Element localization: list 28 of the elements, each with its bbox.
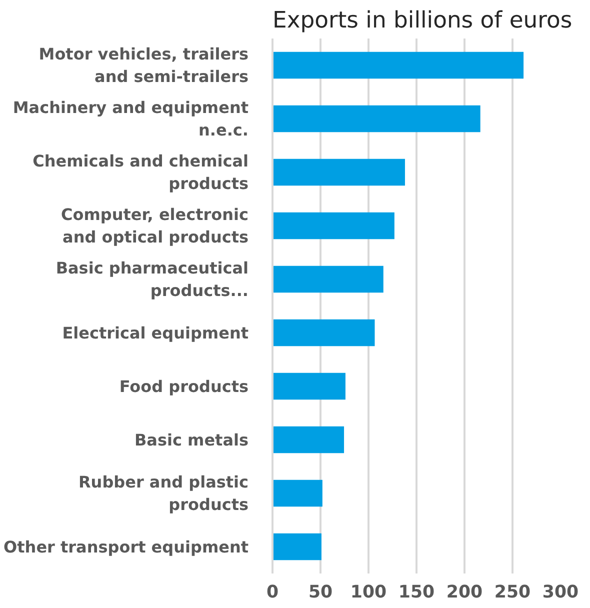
y-tick-label: Computer, electronic and optical products: [61, 204, 249, 247]
y-tick-label: Basic pharmaceutical products...: [56, 258, 249, 300]
y-tick-label: Food products: [119, 376, 248, 396]
bar: [272, 158, 405, 186]
x-tick-label: 250: [494, 582, 531, 602]
y-tick-label: Chemicals and chemical products: [32, 151, 249, 194]
bar: [272, 533, 322, 560]
bar: [272, 319, 375, 346]
bar: [272, 212, 394, 240]
x-tick-label: 0: [266, 582, 279, 602]
y-tick-label: Motor vehicles, trailers and semi-trailers: [38, 44, 248, 86]
bar: [272, 105, 480, 132]
x-tick-label: 300: [542, 582, 579, 602]
y-tick-label: Basic metals: [134, 430, 248, 450]
chart-title: Exports in billions of euros: [272, 8, 572, 34]
bar: [272, 52, 524, 79]
y-tick-label: Machinery and equipment n.e.c.: [12, 98, 249, 140]
x-tick-label: 50: [308, 582, 333, 602]
x-tick-label: 100: [350, 582, 387, 602]
x-tick-label: 200: [446, 582, 483, 602]
x-tick-label: 150: [398, 582, 435, 602]
bar: [272, 480, 322, 507]
bar: [272, 372, 346, 400]
bar: [272, 426, 344, 454]
y-tick-label: Rubber and plastic products: [78, 472, 249, 514]
bar: [272, 266, 384, 293]
y-tick-label: Electrical equipment: [62, 323, 249, 342]
y-tick-label: Other transport equipment: [4, 537, 249, 556]
